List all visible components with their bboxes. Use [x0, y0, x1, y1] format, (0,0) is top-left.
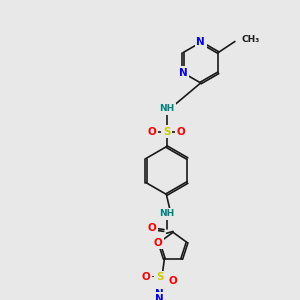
Text: NH: NH [159, 104, 174, 113]
Text: O: O [148, 127, 156, 137]
Text: N: N [155, 294, 164, 300]
Text: O: O [142, 272, 150, 282]
Text: O: O [177, 127, 186, 137]
Text: O: O [154, 238, 163, 248]
Text: N: N [196, 38, 205, 47]
Text: NH: NH [159, 209, 174, 218]
Text: S: S [156, 272, 164, 282]
Text: O: O [148, 223, 156, 233]
Text: N: N [155, 289, 164, 299]
Text: S: S [163, 127, 170, 137]
Text: CH₃: CH₃ [241, 35, 260, 44]
Text: O: O [168, 276, 177, 286]
Text: N: N [179, 68, 188, 78]
